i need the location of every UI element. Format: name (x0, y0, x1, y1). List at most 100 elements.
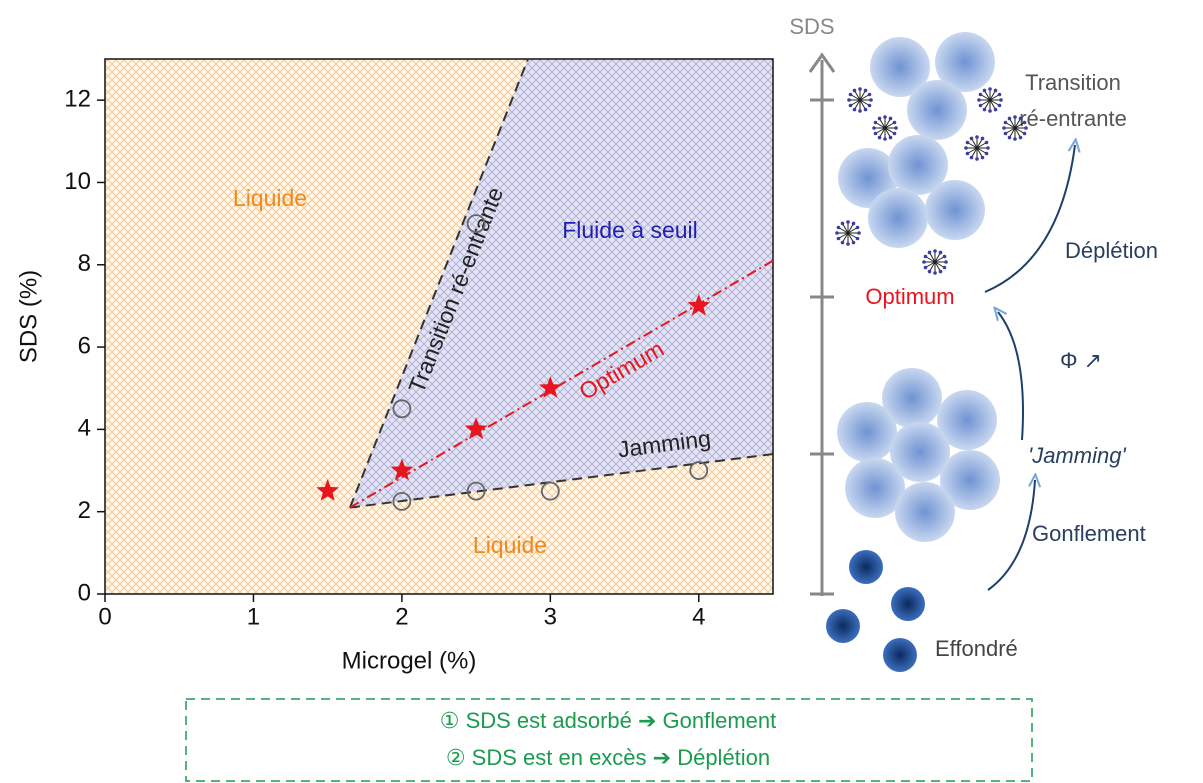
microgel (895, 482, 955, 542)
head (863, 107, 868, 112)
surfactant (875, 127, 886, 134)
surfactant (859, 99, 866, 110)
head (999, 98, 1003, 102)
head (867, 103, 872, 108)
micelle (964, 135, 990, 161)
y-tick-label: 4 (78, 415, 91, 442)
surfactant (884, 127, 891, 138)
head (1013, 137, 1017, 141)
head (846, 220, 850, 224)
circle-point (466, 481, 486, 501)
head (1024, 126, 1028, 130)
surfactant (1009, 118, 1016, 129)
y-tick-label: 2 (78, 497, 91, 524)
micelle (922, 249, 948, 275)
label: 'Jamming' (1028, 443, 1126, 468)
surfactant (847, 232, 854, 243)
head (984, 140, 989, 145)
label: Gonflement (1032, 521, 1146, 546)
head (1007, 116, 1012, 121)
surfactant (884, 118, 891, 129)
surfactant (1009, 127, 1016, 138)
head (969, 136, 974, 141)
surfactant (925, 256, 936, 263)
surfactant (842, 223, 849, 234)
microgel (937, 390, 997, 450)
star-point (464, 417, 488, 440)
x-tick-label: 1 (247, 603, 260, 630)
head (848, 92, 853, 97)
head (927, 269, 932, 274)
surfactant (934, 261, 941, 272)
head (980, 155, 985, 160)
head (1018, 116, 1023, 121)
x-tick-label: 4 (692, 603, 705, 630)
head (933, 249, 937, 253)
star-point (390, 458, 414, 481)
microgel (925, 180, 985, 240)
head (852, 88, 857, 93)
head (969, 155, 974, 160)
head (840, 240, 845, 245)
head (980, 136, 985, 141)
x-axis-label: Microgel (%) (342, 647, 477, 674)
head (873, 131, 878, 136)
surfactant (967, 142, 978, 149)
head (978, 103, 983, 108)
head (986, 146, 990, 150)
surfactant (971, 138, 978, 149)
head (846, 242, 850, 246)
schematic: SDS Transition ré-entrante Déplétion Opt… (789, 14, 1158, 672)
head (933, 271, 937, 275)
microgel (935, 32, 995, 92)
star-point (316, 479, 340, 501)
fluid-region (349, 59, 773, 508)
region-label: Liquide (473, 532, 547, 558)
microgel (940, 450, 1000, 510)
note-box (185, 698, 1033, 782)
collapsed-microgel (883, 638, 917, 672)
surfactant (989, 99, 1000, 106)
head (993, 107, 998, 112)
x-tick-label: 3 (544, 603, 557, 630)
head (944, 260, 948, 264)
circle-point (689, 461, 709, 480)
head (851, 221, 856, 226)
surfactant (1014, 122, 1025, 129)
label: Transition (1025, 70, 1121, 95)
head (975, 157, 979, 161)
surfactant (1014, 127, 1025, 134)
microgel (845, 458, 905, 518)
surfactant (850, 94, 861, 101)
surfactant (875, 122, 886, 129)
surfactant (1014, 118, 1021, 129)
head (997, 103, 1002, 108)
head (1003, 120, 1008, 125)
head (836, 236, 841, 241)
surfactant (934, 252, 941, 263)
note: ② SDS est en excès ➔ Déplétion (446, 745, 770, 770)
head (894, 126, 898, 130)
head (923, 254, 928, 259)
head (964, 146, 968, 150)
head (978, 92, 983, 97)
micelle (847, 87, 873, 113)
head (942, 254, 947, 259)
star-point (538, 376, 562, 398)
head (993, 88, 998, 93)
surfactant (850, 99, 861, 106)
head (872, 126, 876, 130)
head (923, 265, 928, 270)
surfactant (989, 99, 996, 110)
surfactant (929, 252, 936, 263)
head (1022, 120, 1027, 125)
collapsed-microgel (826, 609, 860, 643)
surfactant (854, 99, 861, 110)
head (965, 151, 970, 156)
micelle (977, 87, 1003, 113)
microgel (888, 135, 948, 195)
head (857, 231, 861, 235)
axis-label: SDS (789, 14, 834, 39)
y-tick-label: 12 (64, 85, 91, 112)
